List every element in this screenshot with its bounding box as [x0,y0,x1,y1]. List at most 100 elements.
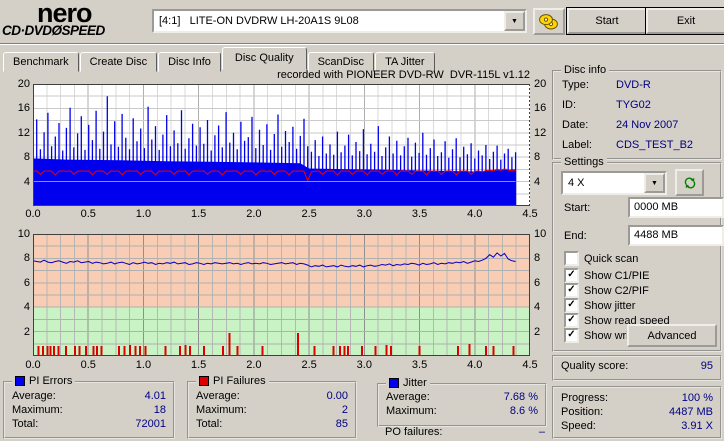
y-tick-label: 6 [23,276,30,289]
end-field[interactable]: 4488 MB [628,225,724,246]
po-failures-value: – [538,426,545,438]
jitter-chart [33,234,530,356]
x-tick-label: 4.5 [522,359,538,371]
x-tick-label: 4.5 [522,208,538,220]
jitter-chart-y-axis-left: 2 4 6 8 10 [8,228,30,356]
jitter-panel: Jitter Average: 7.68 % Maximum: 8.6 % [377,377,547,427]
drive-select[interactable]: [4:1] LITE-ON DVDRW LH-20A1S 9L08 ▼ [152,9,527,33]
y-tick-label: 20 [534,78,547,90]
pi-chart-y-axis-right: 4 8 12 16 20 [534,78,554,206]
x-tick-label: 0.0 [25,359,41,371]
checkbox-show-read-speed[interactable]: ✓ Show read speed [564,313,670,328]
pi-chart-x-axis: 0.0 0.5 1.0 1.5 2.0 2.5 3.0 3.5 4.0 4.5 [25,208,537,220]
tab-benchmark[interactable]: Benchmark [3,52,79,72]
checkbox-box[interactable]: ✓ [564,268,579,283]
x-tick-label: 3.0 [356,208,372,220]
jitter-panel-title: Jitter [386,377,430,389]
start-button[interactable]: Start [566,7,648,35]
x-tick-label: 4.0 [467,359,483,371]
header-divider [0,43,724,44]
chevron-down-icon[interactable]: ▼ [504,11,525,31]
pi-chart-y-axis-left: 4 8 12 16 20 [8,78,30,206]
y-tick-label: 8 [534,151,541,164]
stat-value: 72001 [135,418,166,430]
stat-value: 7.68 % [503,391,538,403]
stat-value: 8.6 % [509,405,538,417]
refresh-button[interactable] [675,169,704,196]
quality-score-panel: Quality score: 95 [552,355,722,381]
disc-info-value: DVD-R [616,79,651,91]
tab-disc-quality[interactable]: Disc Quality [221,47,307,70]
checkbox-quick-scan[interactable]: Quick scan [564,251,638,266]
disc-info-label: Date: [562,119,589,131]
jitter-chart-x-axis: 0.0 0.5 1.0 1.5 2.0 2.5 3.0 3.5 4.0 4.5 [25,359,537,371]
end-label: End: [564,230,587,242]
x-tick-label: 1.5 [191,208,207,220]
x-tick-label: 2.0 [246,359,262,371]
po-failures-row: PO failures: – [378,426,552,439]
checkbox-box[interactable]: ✓ [564,313,579,328]
y-tick-label: 4 [534,301,541,314]
cd-dvd-speed-logo: CD·DVDØSPEED [2,23,105,38]
refresh-icon [684,177,695,188]
x-tick-label: 4.0 [467,208,483,220]
settings-panel: Settings 4 X ▼ Start: 0000 MB End: 4488 … [552,156,724,352]
checkbox-show-c1-pie[interactable]: ✓ Show C1/PIE [564,268,649,283]
chevron-down-icon[interactable]: ▼ [644,173,665,193]
y-tick-label: 8 [534,252,541,265]
stat-value: 4.01 [144,390,166,402]
tab-scandisc[interactable]: ScanDisc [307,52,375,72]
x-tick-label: 0.5 [80,359,96,371]
pi-errors-panel: PI Errors Average: 4.01 Maximum: 18 Total:… [3,375,175,439]
stat-value: 85 [335,418,348,430]
x-tick-label: 1.5 [191,359,207,371]
disc-info-label: ID: [562,99,577,111]
scan-speed-value: 4 X [568,177,585,189]
stat-label: Average: [386,391,430,403]
jitter-legend-icon [389,378,399,388]
eject-disc-button[interactable] [533,8,565,35]
disc-info-title: Disc info [561,64,610,76]
speed-label: Speed: [561,420,596,432]
pi-errors-legend-icon [15,376,25,386]
progress-panel: Progress: 100 % Position: 4487 MB Speed: 3.… [552,386,722,439]
checkbox-box[interactable] [564,251,579,266]
disc-info-value: TYG02 [616,99,651,111]
checkbox-box[interactable]: ✓ [564,328,579,343]
x-tick-label: 3.5 [411,208,428,220]
stat-value: 18 [153,404,166,416]
drive-select-value: [4:1] LITE-ON DVDRW LH-20A1S 9L08 [159,15,359,27]
checkbox-box[interactable]: ✓ [564,298,579,313]
exit-button[interactable]: Exit [645,7,724,35]
x-tick-label: 2.5 [301,359,317,371]
quality-score-label: Quality score: [561,360,629,372]
recorded-with-label: recorded with PIONEER DVD-RW DVR-115L v1… [277,69,530,81]
scan-speed-select[interactable]: 4 X ▼ [561,171,667,195]
progress-value: 100 % [681,392,713,404]
tab-ta-jitter[interactable]: TA Jitter [375,52,435,72]
stat-label: Total: [196,418,223,430]
pi-errors-panel-title: PI Errors [12,375,76,387]
settings-title: Settings [561,156,607,168]
checkbox-box[interactable]: ✓ [564,283,579,298]
jitter-chart-y-axis-right: 2 4 6 8 10 [534,228,554,356]
y-tick-label: 16 [534,102,547,115]
y-tick-label: 8 [23,252,30,265]
tab-create-disc[interactable]: Create Disc [79,52,158,72]
start-field[interactable]: 0000 MB [628,197,724,218]
y-tick-label: 10 [534,228,547,240]
checkbox-show-c2-pif[interactable]: ✓ Show C2/PIF [564,283,649,298]
pi-failures-legend-icon [199,376,209,386]
discs-icon [539,13,558,29]
disc-info-label: Type: [562,79,589,91]
checkbox-show-jitter[interactable]: ✓ Show jitter [564,298,635,313]
advanced-button[interactable]: Advanced [627,324,717,347]
start-label: Start: [564,202,591,214]
x-tick-label: 1.0 [135,359,152,371]
x-tick-label: 0.5 [80,208,96,220]
quality-score-value: 95 [700,360,713,372]
stat-value: 2 [341,404,348,416]
tab-disc-info[interactable]: Disc Info [158,52,221,72]
pi-errors-chart [33,84,530,206]
stat-value: 0.00 [326,390,348,402]
